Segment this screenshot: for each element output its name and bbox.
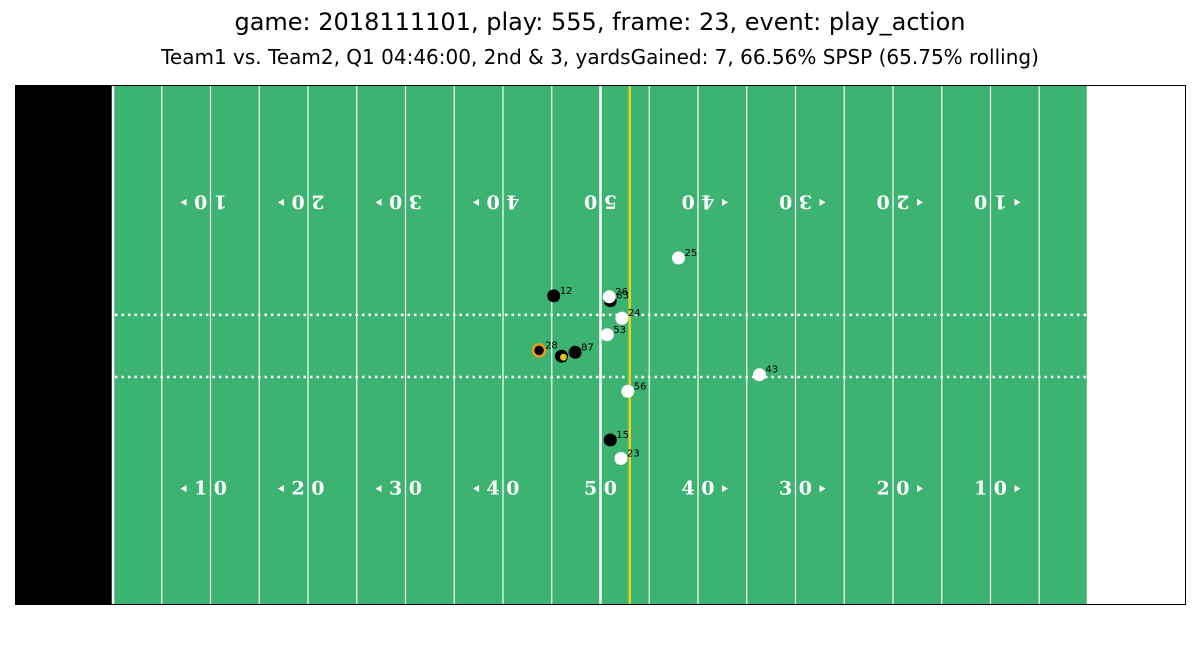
yard-number-bottom: 5 0 [584, 478, 617, 500]
player-marker: 12 [547, 286, 573, 303]
player-marker: 25 [672, 248, 698, 265]
yard-lines [111, 85, 1090, 605]
direction-arrow [722, 198, 728, 206]
player-dot [600, 328, 614, 342]
jersey-label: 83 [616, 291, 629, 302]
player-dot [621, 384, 635, 398]
yard-number-top: 3 0 [389, 190, 422, 212]
yard-number-top: 1 0 [194, 190, 227, 212]
player-dot [568, 345, 582, 359]
jersey-label: 53 [613, 325, 626, 336]
right-endzone [1088, 85, 1186, 605]
direction-arrow [917, 198, 923, 206]
direction-arrow [819, 485, 826, 493]
yard-number-bottom: 3 0 [389, 478, 422, 500]
yard-numbers: 1 0 1 0 2 0 2 0 3 0 3 0 4 0 4 0 5 0 5 0 4 0 4 0 3 0 3… [180, 190, 1021, 500]
player-marker: 15 [603, 430, 629, 447]
ball-carrier-dot [531, 343, 547, 358]
direction-arrow [1014, 198, 1021, 206]
direction-arrow [278, 198, 284, 206]
jersey-label: 15 [616, 430, 629, 441]
yard-number-top: 2 0 [291, 190, 324, 212]
plot-frame [15, 85, 1186, 605]
player-dot [752, 368, 766, 382]
yard-number-top: 4 0 [486, 190, 519, 212]
player-marker: 24 [615, 308, 641, 325]
player-marker: 28 [531, 340, 558, 358]
left-endzone [15, 85, 113, 605]
yard-number-top: 2 0 [876, 190, 909, 212]
yard-number-top: 5 0 [584, 190, 617, 212]
player-marker: 87 [568, 342, 594, 359]
jersey-label: 56 [634, 381, 647, 392]
yard-number-bottom: 4 0 [681, 478, 714, 500]
jersey-label: 28 [545, 340, 558, 351]
jersey-label: 25 [685, 248, 698, 259]
player-marker: 26 [602, 287, 628, 304]
jersey-label: 24 [628, 308, 641, 319]
yard-number-bottom: 4 0 [486, 478, 519, 500]
jersey-label: 87 [581, 342, 594, 353]
player-marker: 56 [621, 381, 647, 398]
jersey-label: 12 [560, 286, 573, 297]
jersey-label: 26 [615, 287, 628, 298]
football [559, 352, 568, 362]
yard-number-bottom: 2 0 [291, 478, 324, 500]
direction-arrow [819, 198, 826, 206]
direction-arrow [473, 198, 479, 206]
yard-number-bottom: 3 0 [779, 478, 812, 500]
player-dot [615, 311, 629, 325]
player-marker: 53 [600, 325, 626, 342]
chart-subtitle: Team1 vs. Team2, Q1 04:46:00, 2nd & 3, y… [161, 45, 1039, 69]
yard-number-bottom: 1 0 [194, 478, 227, 500]
player-marker: 23 [614, 448, 640, 465]
chart-title: game: 2018111101, play: 555, frame: 23, … [234, 8, 966, 36]
player-dot [547, 289, 561, 303]
player-dot [602, 290, 616, 304]
yard-number-bottom: 1 0 [974, 478, 1007, 500]
direction-arrow [722, 485, 728, 493]
yard-number-top: 1 0 [974, 190, 1007, 212]
direction-arrow [375, 198, 382, 206]
player-dot [603, 433, 617, 447]
direction-arrow [473, 485, 479, 493]
player-dot [672, 251, 685, 265]
direction-arrow [917, 485, 923, 493]
jersey-label: 23 [627, 448, 640, 459]
player-dot [614, 451, 628, 465]
yard-number-top: 4 0 [681, 190, 714, 212]
direction-arrow [180, 485, 187, 493]
direction-arrow [278, 485, 284, 493]
yard-number-top: 3 0 [779, 190, 812, 212]
yard-number-bottom: 2 0 [876, 478, 909, 500]
jersey-label: 43 [765, 365, 778, 376]
player-marker: 43 [752, 365, 778, 382]
direction-arrow [180, 198, 187, 206]
direction-arrow [1014, 485, 1021, 493]
direction-arrow [375, 485, 382, 493]
